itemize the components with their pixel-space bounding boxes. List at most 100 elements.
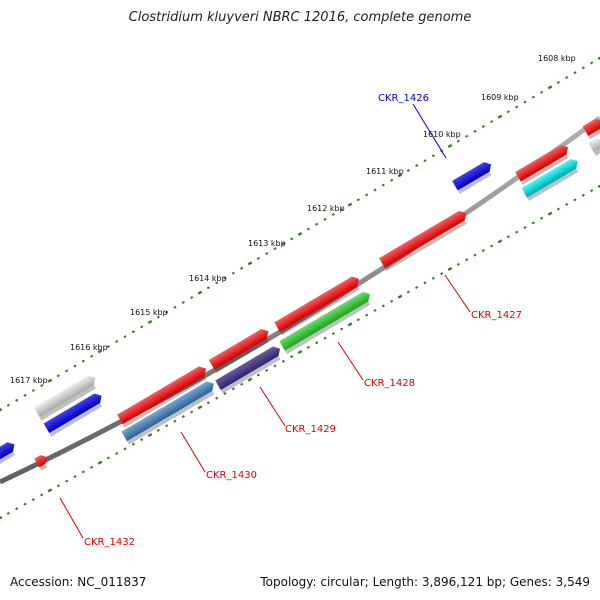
scale-tick-inner [556, 207, 560, 211]
scale-tick-inner [440, 272, 444, 276]
scale-tick-inner [290, 355, 294, 359]
scale-tick-inner [173, 419, 177, 423]
gene-feature-shadow [457, 171, 492, 194]
scale-tick-outer [190, 296, 194, 300]
scale-tick-outer [40, 384, 44, 388]
scale-label: 1610 kbp [423, 130, 461, 139]
scale-label: 1617 kbp [10, 376, 48, 385]
scale-tick-inner [506, 235, 510, 239]
scale-tick-outer [547, 85, 553, 90]
scale-tick-outer [415, 164, 419, 168]
gene-feature-shape [274, 276, 359, 332]
gene-feature-shadow [220, 355, 281, 394]
gene-feature-shape [43, 393, 102, 433]
gene-feature [43, 393, 103, 437]
scale-tick-inner [473, 253, 477, 257]
gene-label: CKR_1428 [364, 378, 415, 389]
gene-feature-shape [117, 366, 207, 425]
scale-tick-inner [215, 396, 219, 400]
gene-label: CKR_1427 [471, 310, 522, 321]
scale-tick-inner [97, 460, 103, 465]
scale-tick-inner [190, 410, 194, 414]
scale-tick-inner [123, 447, 127, 451]
scale-tick-inner [540, 216, 544, 220]
scale-label: 1609 kbp [481, 93, 519, 102]
scale-tick-inner [165, 424, 169, 428]
gene-label: CKR_1430 [206, 470, 257, 481]
scale-tick-outer [123, 335, 127, 339]
gene-feature [0, 442, 15, 464]
scale-tick-outer [331, 212, 335, 216]
scale-tick-inner [331, 332, 335, 336]
scale-tick-outer [215, 281, 219, 285]
scale-tick-outer [515, 105, 519, 109]
scale-tick-outer [540, 90, 544, 94]
scale-tick-inner [181, 415, 185, 419]
scale-tick-outer [81, 359, 85, 363]
scale-tick-outer [247, 261, 253, 266]
scale-tick-outer [497, 114, 503, 119]
scale-tick-outer [340, 208, 344, 212]
gene-label: CKR_1426 [378, 93, 429, 104]
gene-feature-shadow [527, 168, 579, 201]
gene-feature-shadow [122, 375, 207, 428]
scale-tick-outer [147, 319, 153, 325]
scale-tick-inner [423, 281, 427, 285]
scale-tick-inner [240, 382, 244, 386]
scale-tick-inner [81, 470, 85, 474]
scale-tick-outer [173, 305, 177, 309]
gene-label-leader [412, 103, 447, 159]
scale-tick-outer [6, 403, 10, 407]
scale-tick-inner [415, 285, 419, 289]
genome-stats-text: Topology: circular; Length: 3,896,121 bp… [260, 575, 590, 589]
scale-tick-inner [490, 244, 494, 248]
scale-tick-inner [31, 498, 35, 502]
scale-tick-inner [65, 479, 69, 483]
scale-label: 1613 kbp [248, 239, 286, 248]
scale-tick-inner [523, 226, 527, 229]
scale-tick-inner [273, 364, 277, 368]
gene-feature-shape [582, 118, 600, 136]
scale-tick-inner [390, 299, 394, 303]
scale-tick-outer [473, 129, 477, 133]
scale-tick-outer [0, 407, 3, 412]
gene-feature-shadow [39, 385, 96, 421]
scale-tick-inner [465, 258, 469, 262]
scale-tick-outer [531, 95, 535, 99]
scale-label: 1616 kbp [70, 343, 108, 352]
scale-tick-outer [165, 310, 169, 314]
scale-tick-inner [281, 359, 285, 363]
scale-tick-inner [256, 373, 260, 377]
scale-tick-outer [356, 198, 360, 202]
gene-feature-shadow [49, 403, 103, 437]
gene-feature-shape [452, 162, 492, 191]
gene-label: CKR_1429 [285, 424, 336, 435]
scale-tick-inner [547, 211, 553, 216]
scale-tick-inner [597, 184, 600, 189]
scale-tick-outer [181, 300, 185, 304]
scale-tick-outer [490, 120, 494, 124]
scale-tick-inner [40, 493, 44, 497]
scale-tick-outer [197, 290, 203, 295]
scale-tick-outer [23, 393, 27, 397]
scale-tick-outer [315, 222, 319, 226]
scale-tick-outer [573, 71, 577, 75]
scale-tick-inner [106, 456, 110, 460]
scale-tick-outer [297, 231, 303, 237]
scale-tick-outer [581, 66, 585, 70]
gene-feature-shape [588, 138, 600, 153]
scale-tick-inner [15, 507, 19, 511]
accession-text: Accession: NC_011837 [10, 575, 147, 589]
scale-tick-outer [156, 315, 160, 319]
gene-feature [515, 145, 569, 185]
scale-tick-outer [273, 247, 277, 251]
scale-tick-inner [156, 428, 160, 432]
scale-tick-outer [265, 252, 269, 256]
scale-tick-inner [581, 193, 585, 197]
scale-tick-outer [206, 286, 210, 290]
scale-tick-outer [106, 344, 110, 348]
scale-tick-inner [6, 511, 10, 515]
scale-tick-outer [423, 159, 427, 163]
gene-feature-shadow [214, 338, 269, 373]
